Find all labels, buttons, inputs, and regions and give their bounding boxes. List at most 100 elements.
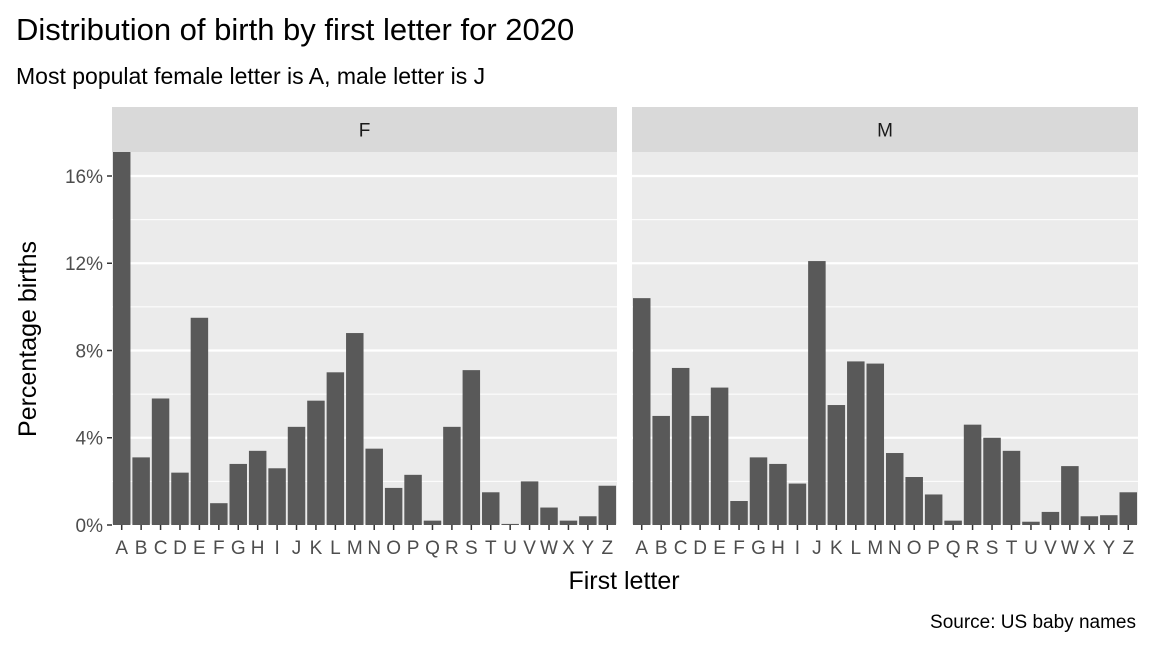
x-tick-label: I: [795, 538, 800, 559]
x-tick-label: W: [1061, 538, 1079, 559]
bar-m-g: [749, 457, 768, 525]
bar-f-o: [384, 487, 403, 525]
x-tick-label: G: [751, 538, 766, 559]
bar-f-b: [132, 457, 150, 525]
x-tick-label: K: [830, 538, 843, 559]
bar-m-p: [924, 494, 943, 525]
x-tick-label: E: [713, 538, 726, 559]
chart-title: Distribution of birth by first letter fo…: [16, 12, 574, 47]
x-tick-label: Q: [946, 538, 961, 559]
x-tick-label: J: [292, 538, 302, 559]
x-tick-label: C: [674, 538, 688, 559]
bar-f-j: [287, 426, 306, 525]
x-tick-label: M: [867, 538, 883, 559]
x-tick-label: V: [1044, 538, 1057, 559]
x-tick-label: U: [1024, 538, 1038, 559]
bar-f-c: [151, 398, 170, 525]
bar-m-w: [1061, 466, 1079, 525]
x-tick-label: R: [445, 538, 459, 559]
x-tick-label: U: [503, 538, 517, 559]
bar-m-o: [905, 477, 923, 525]
x-tick-label: T: [485, 538, 497, 559]
x-tick-label: N: [367, 538, 381, 559]
x-tick-label: P: [927, 538, 940, 559]
bar-m-b: [652, 415, 670, 525]
x-tick-label: D: [693, 538, 707, 559]
bar-m-i: [788, 483, 807, 525]
bar-m-n: [885, 453, 904, 525]
bar-f-v: [520, 481, 539, 525]
panel-f: FA B C D E F G H I J K L M N O P Q R S T U V W X Y Z: [112, 107, 617, 559]
bar-f-a: [112, 152, 131, 525]
x-tick-label: S: [465, 538, 478, 559]
bar-f-u: [501, 523, 519, 525]
bar-m-l: [847, 361, 865, 525]
bar-m-z: [1119, 492, 1138, 525]
bar-f-x: [559, 520, 578, 525]
x-tick-label: H: [251, 538, 265, 559]
y-axis-title: Percentage births: [14, 241, 42, 437]
x-tick-label: F: [213, 538, 225, 559]
y-tick-label: 8%: [76, 341, 104, 362]
x-axis-title: First letter: [568, 567, 679, 595]
facet-strip-label: M: [877, 121, 893, 142]
bar-f-i: [268, 468, 286, 525]
chart-subtitle: Most populat female letter is A, male le…: [16, 63, 485, 89]
x-tick-label: L: [330, 538, 341, 559]
bar-m-v: [1041, 511, 1060, 525]
bar-f-p: [404, 474, 422, 525]
bar-f-t: [482, 492, 500, 525]
bar-m-m: [866, 363, 885, 525]
y-tick-label: 12%: [65, 254, 103, 275]
bar-f-e: [190, 317, 209, 525]
x-tick-label: N: [888, 538, 902, 559]
x-tick-label: S: [986, 538, 999, 559]
x-tick-label: C: [154, 538, 168, 559]
x-tick-label: E: [193, 538, 206, 559]
x-tick-label: H: [771, 538, 785, 559]
bar-m-c: [671, 367, 690, 525]
bar-m-y: [1100, 515, 1118, 525]
facet-strip: [112, 107, 617, 152]
bar-f-z: [598, 485, 617, 525]
x-tick-label: W: [540, 538, 558, 559]
x-tick-label: B: [135, 538, 148, 559]
x-tick-label: J: [812, 538, 822, 559]
bar-m-k: [827, 405, 846, 525]
bar-f-q: [423, 520, 442, 525]
x-tick-label: O: [907, 538, 922, 559]
bar-m-t: [1002, 450, 1021, 525]
bar-f-l: [326, 372, 345, 525]
x-tick-label: P: [407, 538, 420, 559]
bar-f-y: [579, 516, 597, 525]
panel-m: MA B C D E F G H I J K L M N O P Q R S T U V W X Y Z: [632, 107, 1138, 559]
bar-f-h: [248, 450, 267, 525]
x-tick-label: G: [231, 538, 246, 559]
x-tick-label: Z: [1122, 538, 1134, 559]
x-tick-label: A: [115, 538, 128, 559]
bar-m-u: [1022, 521, 1040, 525]
chart-caption: Source: US baby names: [930, 612, 1136, 633]
panel-background: [112, 152, 617, 525]
x-tick-label: Z: [601, 538, 613, 559]
bar-f-w: [540, 507, 558, 525]
x-tick-label: A: [635, 538, 648, 559]
bar-m-q: [944, 520, 962, 525]
x-tick-label: X: [1083, 538, 1096, 559]
x-tick-label: Y: [582, 538, 595, 559]
bar-f-g: [229, 463, 247, 525]
x-tick-label: L: [851, 538, 862, 559]
facet-strip: [632, 107, 1138, 152]
bar-m-f: [730, 501, 748, 525]
y-tick-label: 4%: [76, 429, 104, 450]
x-tick-label: F: [733, 538, 745, 559]
x-tick-label: V: [523, 538, 536, 559]
x-tick-label: Y: [1102, 538, 1115, 559]
bar-f-f: [210, 503, 228, 525]
bar-f-n: [365, 448, 383, 525]
bar-m-r: [963, 424, 982, 525]
x-tick-label: Q: [425, 538, 440, 559]
bar-f-k: [307, 400, 325, 525]
facet-panels: FA B C D E F G H I J K L M N O P Q R S T U V W X Y ZMA B C D E F G H I J K L…: [112, 107, 1138, 559]
